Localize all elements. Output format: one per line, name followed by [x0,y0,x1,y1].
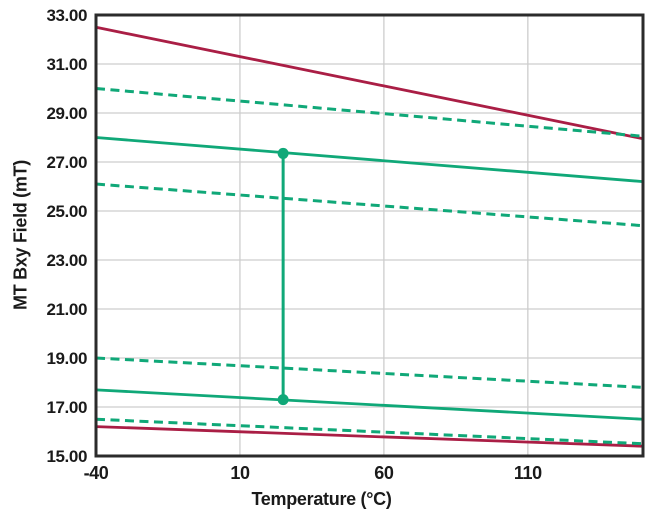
series-line-lower-green-solid [95,388,644,421]
series-line-upper-limit-red-solid [95,25,644,141]
y-tick-label: 15.00 [46,447,87,466]
y-tick-label: 25.00 [46,202,87,221]
x-tick-label: -40 [84,463,109,483]
series-line-lower-green-dashed-inner [95,417,644,446]
series-line-upper-green-dashed-inner [95,182,644,228]
y-tick-label: 27.00 [46,153,87,172]
y-tick-label: 31.00 [46,55,87,74]
series-line-lower-limit-red-solid [95,425,644,448]
y-tick-label: 33.00 [46,6,87,25]
annotation-marker-bottom [277,394,289,406]
annotation-marker-top [277,147,289,159]
series-line-upper-green-dashed-outer [95,87,644,138]
x-axis-title: Temperature (°C) [251,489,392,509]
plot-border [94,13,645,458]
y-tick-label: 23.00 [46,251,87,270]
y-tick-label: 19.00 [46,349,87,368]
y-tick-label: 17.00 [46,398,87,417]
series-line-upper-green-solid [95,136,644,183]
y-axis-title: MT Bxy Field (mT) [10,160,31,310]
x-tick-label: 110 [514,463,542,483]
x-tick-label: 60 [374,463,394,483]
y-tick-label: 21.00 [46,300,87,319]
y-tick-label: 29.00 [46,104,87,123]
x-tick-label: 10 [230,463,250,483]
series-line-lower-green-dashed-outer [95,356,644,389]
